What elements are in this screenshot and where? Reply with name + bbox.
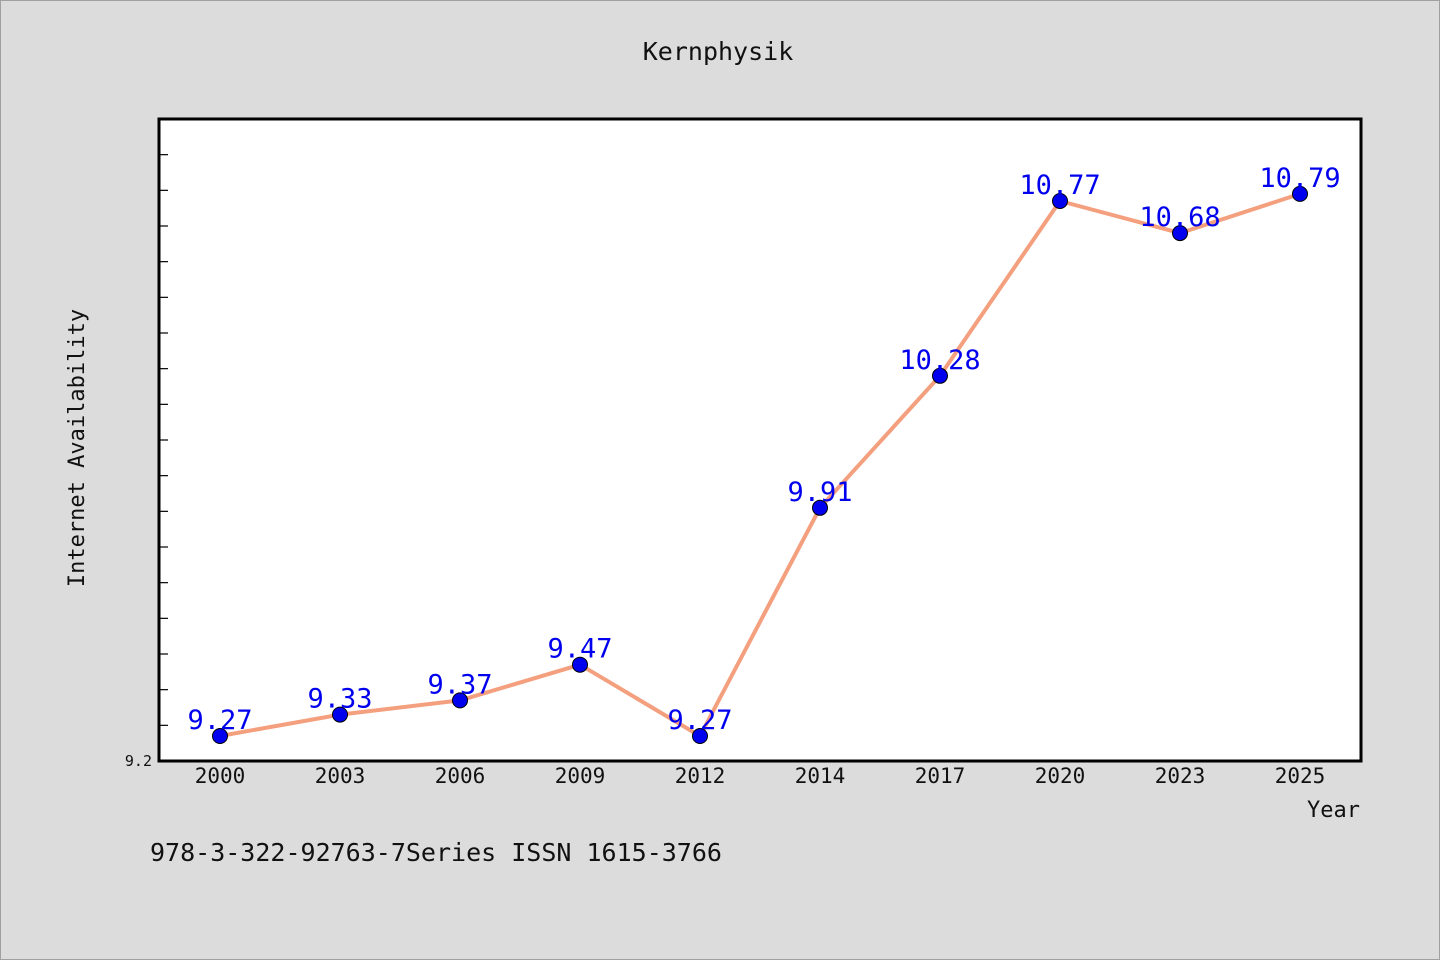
data-point <box>932 367 948 384</box>
x-tick-label: 2003 <box>315 764 366 788</box>
data-label: 9.91 <box>787 477 852 508</box>
data-point <box>1292 185 1308 202</box>
x-tick-label: 2023 <box>1155 764 1206 788</box>
y-axis-ticks <box>159 154 168 726</box>
x-axis-label: Year <box>1307 798 1360 823</box>
x-tick-label: 2012 <box>675 764 726 788</box>
x-tick-label: 2009 <box>555 764 606 788</box>
data-point <box>1052 193 1068 209</box>
y-tick-label: 9.2 <box>125 752 152 770</box>
x-tick-label: 2006 <box>435 764 486 788</box>
data-label: 10.77 <box>1019 170 1100 201</box>
data-point <box>812 499 828 516</box>
series-line <box>219 191 1301 738</box>
x-tick-label: 2000 <box>195 764 246 788</box>
x-axis-tick-labels: 2000 2003 2006 2009 2012 2014 2017 2020 2023 2025 <box>195 764 1326 788</box>
x-tick-label: 2017 <box>915 764 966 788</box>
chart-title: Kernphysik <box>643 37 794 66</box>
data-label: 10.68 <box>1139 202 1220 233</box>
x-tick-label: 2020 <box>1035 764 1086 788</box>
data-label: 9.37 <box>427 669 492 700</box>
data-point <box>212 728 228 744</box>
data-label: 9.33 <box>307 684 372 715</box>
data-point <box>452 692 468 709</box>
data-point <box>692 728 708 744</box>
data-point <box>1172 225 1188 242</box>
x-tick-label: 2014 <box>795 764 846 788</box>
series-group: 9.27 9.33 9.37 9.47 9.27 9.91 10.28 10.77 10.68 1… <box>187 163 1341 744</box>
data-label: 10.28 <box>899 345 980 376</box>
data-label: 9.27 <box>667 705 732 736</box>
data-label: 10.79 <box>1259 163 1340 194</box>
data-point <box>572 656 588 673</box>
data-label: 9.27 <box>187 705 252 736</box>
data-point <box>332 706 348 723</box>
y-axis-label: Internet Availability <box>65 309 90 587</box>
data-label: 9.47 <box>547 634 612 665</box>
footer-text: 978-3-322-92763-7Series ISSN 1615-3766 <box>150 838 722 867</box>
x-tick-label: 2025 <box>1275 764 1326 788</box>
